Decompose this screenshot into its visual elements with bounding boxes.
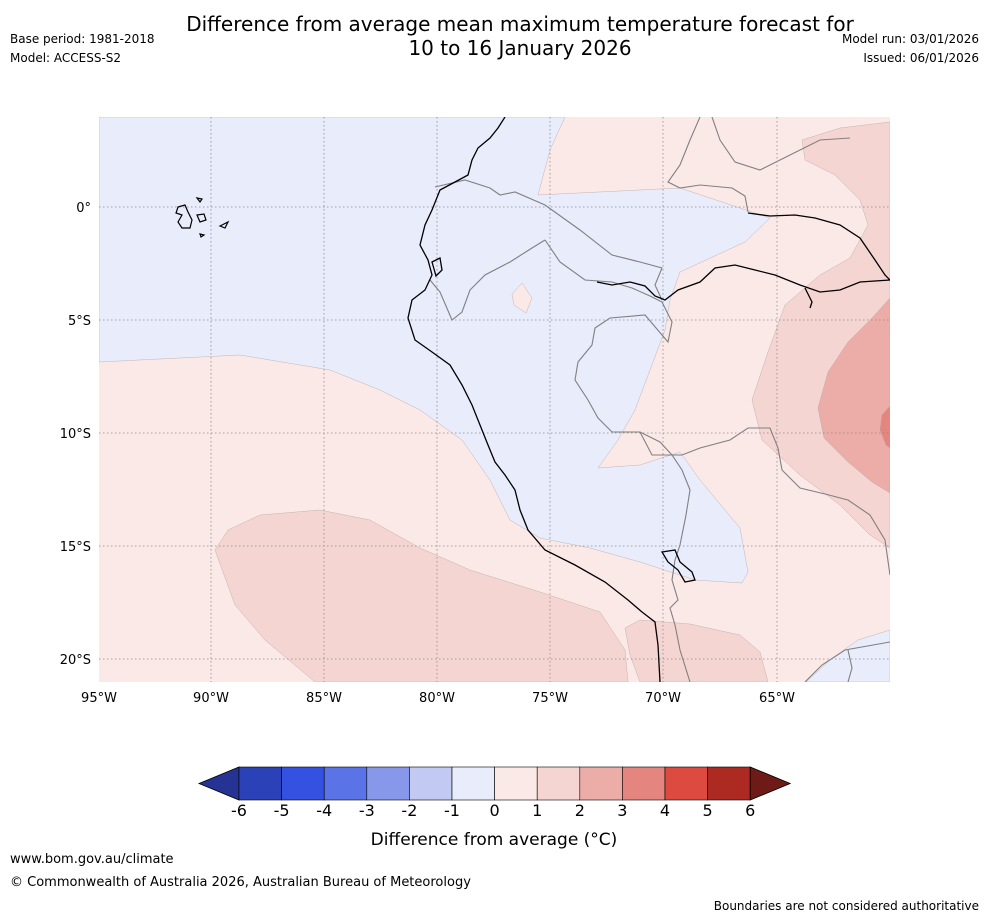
coastline-gulf-guayaquil (431, 257, 443, 278)
santa-cruz-island (196, 213, 207, 223)
anomaly-1-to-2-southwest (214, 509, 629, 682)
footer-url[interactable]: www.bom.gov.au/climate (10, 852, 174, 867)
coastline-pacific (407, 117, 661, 682)
base-period: Base period: 1981-2018 (10, 32, 155, 46)
colorbar-segment (707, 766, 751, 801)
lake-titicaca (660, 549, 696, 583)
latitude-label: 10°S (60, 427, 91, 442)
colorbar-label: Difference from average (°C) (371, 830, 618, 850)
colorbar-tick-label: 4 (660, 801, 670, 820)
map-field (99, 117, 890, 682)
border-ecuador-peru (429, 239, 546, 321)
colorbar (197, 766, 792, 801)
anomaly-1-to-2-patch (624, 619, 769, 682)
title-line-1: Difference from average mean maximum tem… (186, 12, 854, 36)
colorbar-extension-low (197, 766, 240, 801)
longitude-label: 80°W (419, 691, 455, 706)
amazon-tributary-north (747, 212, 890, 281)
model-run: Model run: 03/01/2026 (841, 32, 979, 46)
colorbar-segment (622, 766, 666, 801)
chart-title: Difference from average mean maximum tem… (0, 12, 988, 60)
amazon-river (596, 264, 890, 301)
river-branch (804, 287, 813, 309)
colorbar-tick-label: 0 (490, 801, 500, 820)
colorbar-tick-label: -1 (444, 801, 460, 820)
anomaly-3-to-4-area (879, 405, 890, 449)
footer-disclaimer: Boundaries are not considered authoritat… (713, 899, 979, 913)
longitude-label: 65°W (759, 691, 795, 706)
isabela-island (175, 204, 193, 229)
galapagos-islands (175, 197, 230, 238)
colorbar-tick-label: -2 (401, 801, 417, 820)
latitude-label: 15°S (60, 540, 91, 555)
latitude-label: 20°S (60, 653, 91, 668)
issued-date: Issued: 06/01/2026 (863, 51, 979, 65)
longitude-label: 85°W (306, 691, 342, 706)
footer-copyright: © Commonwealth of Australia 2026, Austra… (10, 875, 471, 890)
colorbar-tick-label: -5 (274, 801, 290, 820)
country-borders (429, 117, 890, 682)
anomaly-2-to-3-area (817, 297, 890, 494)
colorbar-segment (409, 766, 453, 801)
anomaly-0-to-1-patch (511, 282, 533, 314)
border-colombia-ecuador (434, 179, 663, 301)
colorbar-tick-label: 2 (575, 801, 585, 820)
border-colombia-venezuela-brazil (667, 117, 749, 213)
colorbar-segment (323, 766, 368, 801)
title-line-2: 10 to 16 January 2026 (408, 36, 632, 60)
colorbar-segment (366, 766, 410, 801)
border-brazil-bolivia (612, 427, 890, 576)
border-peru-brazil (574, 301, 691, 561)
colorbar-ticks: -6 -5 -4 -3 -2 -1 0 1 2 3 4 5 6 (231, 801, 755, 820)
border-bolivia-paraguay (847, 649, 853, 682)
colorbar-segment (238, 766, 282, 801)
longitude-label: 75°W (532, 691, 568, 706)
border-peru-colombia (544, 239, 663, 303)
latitude-label: 5°S (68, 314, 91, 329)
model-name: Model: ACCESS-S2 (10, 51, 122, 65)
colorbar-extension-high (749, 766, 792, 801)
colorbar-segment (494, 766, 538, 801)
floreana-island (199, 233, 206, 238)
latitude-label: 0° (76, 201, 91, 216)
colorbar-segment (281, 766, 325, 801)
san-cristobal-island (218, 220, 230, 229)
colorbar-tick-label: -6 (231, 801, 247, 820)
fernandina-island (195, 197, 203, 204)
colorbar-segment (451, 766, 495, 801)
colorbar-tick-label: -3 (359, 801, 375, 820)
anomaly-neg1-to-0-corner (805, 629, 890, 682)
colorbar-tick-label: 3 (617, 801, 627, 820)
colorbar-segment (664, 766, 708, 801)
border-bolivia-chile (669, 559, 691, 682)
colorbar-tick-label: 6 (745, 801, 755, 820)
colorbar-tick-label: 1 (532, 801, 542, 820)
longitude-label: 70°W (645, 691, 681, 706)
colorbar-segment (579, 766, 623, 801)
longitude-label: 95°W (81, 691, 117, 706)
colorbar-segment (536, 766, 581, 801)
longitude-label: 90°W (193, 691, 229, 706)
colorbar-tick-label: 5 (703, 801, 713, 820)
anomaly-neg1-to-0-area (99, 117, 771, 584)
coastlines (407, 117, 890, 682)
colorbar-tick-label: -4 (316, 801, 332, 820)
longitude-labels: 95°W 90°W 85°W 80°W 75°W 70°W 65°W (81, 691, 795, 706)
latitude-labels: 0° 5°S 10°S 15°S 20°S (60, 201, 91, 668)
border-venezuela (711, 117, 851, 171)
border-bolivia-argentina (804, 641, 890, 682)
